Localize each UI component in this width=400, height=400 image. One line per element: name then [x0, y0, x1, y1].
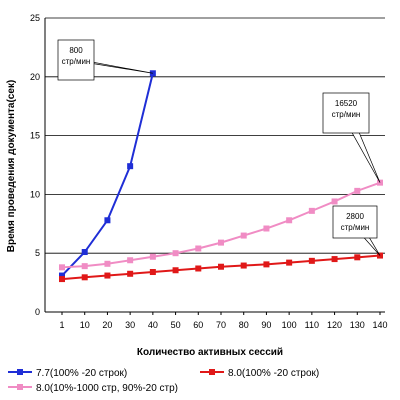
x-tick-label: 70	[216, 320, 226, 330]
legend-label: 8.0(100% -20 строк)	[228, 368, 319, 379]
callout-box	[57, 39, 95, 81]
data-point	[218, 239, 224, 246]
data-point	[195, 265, 202, 272]
data-point	[81, 249, 88, 256]
callout-text: 2800	[346, 212, 364, 221]
legend-label: 7.7(100% -20 строк)	[36, 368, 127, 379]
data-point	[104, 260, 111, 267]
callout-box	[322, 92, 370, 134]
data-point	[240, 262, 247, 269]
x-tick-label: 80	[239, 320, 249, 330]
x-tick-label: 50	[171, 320, 181, 330]
callout-text: 800	[69, 46, 83, 55]
callout-text: стр/мин	[341, 223, 370, 232]
data-point	[263, 261, 270, 268]
data-point	[286, 259, 293, 266]
x-tick-label: 140	[372, 320, 387, 330]
legend-marker	[17, 384, 23, 390]
x-tick-label: 130	[350, 320, 365, 330]
x-tick-label: 60	[193, 320, 203, 330]
data-point	[263, 225, 270, 232]
data-point	[59, 276, 65, 283]
data-point	[240, 232, 247, 239]
data-point	[195, 245, 202, 252]
data-point	[104, 217, 111, 224]
x-tick-label: 110	[305, 320, 319, 330]
data-point	[149, 253, 156, 260]
y-tick-label: 20	[30, 72, 40, 82]
legend-marker	[209, 369, 215, 375]
series-layer	[59, 70, 383, 283]
x-tick-label: 20	[102, 320, 112, 330]
data-point	[59, 264, 65, 271]
y-tick-label: 0	[35, 307, 40, 317]
data-point	[59, 272, 65, 279]
legend-item: 8.0(10%-1000 стр, 90%-20 стр)	[8, 383, 178, 394]
x-tick-label: 30	[125, 320, 135, 330]
x-tick-label: 100	[282, 320, 297, 330]
data-point	[81, 274, 88, 281]
callout-text: стр/мин	[332, 110, 361, 119]
x-tick-label: 120	[327, 320, 342, 330]
legend-marker	[17, 369, 23, 375]
data-point	[127, 270, 134, 277]
data-point	[308, 257, 315, 264]
data-point	[149, 269, 156, 276]
x-tick-label: 40	[148, 320, 158, 330]
callout: 800 стр/мин	[57, 39, 153, 81]
series-line-0	[61, 73, 154, 277]
data-point	[81, 263, 88, 270]
grid-layer	[45, 17, 385, 254]
annotation-layer: 800 стр/мин 16520 стр/мин 2800 стр/мин	[57, 39, 381, 256]
data-point	[286, 217, 293, 224]
callout-text: 16520	[335, 99, 358, 108]
data-point	[331, 198, 338, 205]
y-tick-label: 10	[30, 189, 40, 199]
data-point	[354, 187, 361, 194]
y-tick-label: 5	[35, 248, 40, 258]
data-point	[104, 272, 111, 279]
y-tick-label: 25	[30, 13, 40, 23]
legend-item: 8.0(100% -20 строк)	[200, 368, 319, 379]
y-tick-label: 15	[30, 131, 40, 141]
x-tick-label: 90	[261, 320, 271, 330]
data-point	[218, 263, 224, 270]
callout-text: стр/мин	[62, 57, 91, 66]
x-axis-title: Количество активных сессий	[137, 347, 283, 358]
x-tick-label: 1	[59, 320, 64, 330]
legend: 7.7(100% -20 строк) 8.0(100% -20 строк) 8.…	[8, 368, 319, 394]
series-line-2	[61, 181, 381, 269]
data-point	[172, 250, 179, 257]
data-point	[354, 254, 361, 261]
y-axis-title: Время проведения документа(сек)	[6, 80, 17, 252]
legend-item: 7.7(100% -20 строк)	[8, 368, 127, 379]
data-point	[172, 267, 179, 274]
data-point	[127, 163, 134, 170]
legend-label: 8.0(10%-1000 стр, 90%-20 стр)	[36, 383, 178, 394]
data-point	[331, 256, 338, 263]
x-tick-label: 10	[80, 320, 90, 330]
data-point	[308, 207, 315, 214]
callout: 16520 стр/мин	[322, 92, 381, 183]
callout-box	[332, 205, 378, 239]
data-point	[127, 257, 134, 264]
callout: 2800 стр/мин	[332, 205, 381, 256]
